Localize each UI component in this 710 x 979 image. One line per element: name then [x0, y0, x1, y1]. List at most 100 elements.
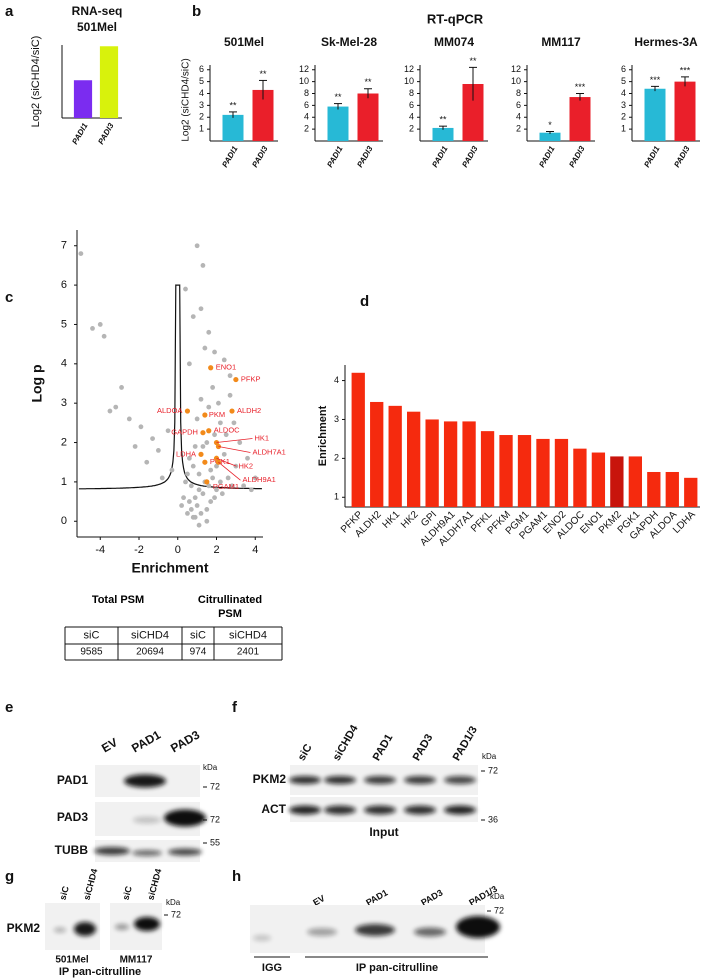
y-tick-label: 4: [304, 112, 309, 122]
chart-title: Hermes-3A: [634, 35, 698, 49]
x-tick-label: 0: [175, 544, 181, 556]
chart-title: Sk-Mel-28: [321, 35, 377, 49]
x-tick-label: -4: [95, 544, 105, 556]
blot-band: [404, 805, 436, 815]
chart-title: RNA-seq: [72, 4, 123, 18]
blot-band: [115, 924, 129, 930]
scatter-point: [202, 412, 208, 418]
y-tick-label: 4: [409, 112, 414, 122]
blot-band: [355, 924, 395, 936]
x-tick-label: PADI1: [220, 144, 240, 169]
scatter-point: [126, 416, 132, 422]
y-axis-label: Log2 (siCHD4/siC): [181, 58, 192, 141]
scatter-point: [113, 404, 119, 410]
scatter-point: [217, 420, 223, 426]
scatter-point: [229, 483, 235, 489]
table-cell: 974: [190, 647, 207, 658]
scatter-point: [185, 510, 190, 516]
x-tick-label: PADI3: [96, 121, 116, 146]
bar: [407, 411, 421, 507]
table-cell: siC: [84, 629, 100, 641]
y-tick-label: 6: [199, 64, 204, 74]
scatter-point: [219, 491, 225, 497]
scatter-point: [210, 385, 216, 390]
y-tick-label: 8: [516, 88, 521, 98]
scatter-point: [208, 467, 214, 473]
scatter-point: [194, 503, 200, 508]
lane-label: siCHD4: [146, 868, 164, 902]
scatter-point: [204, 518, 210, 524]
scatter-point: [237, 440, 243, 445]
point-label: HK2: [239, 461, 254, 470]
x-tick-label: PADI3: [250, 144, 270, 169]
blot-band: [364, 776, 396, 784]
lane-label: EV: [99, 735, 120, 755]
significance-label: **: [439, 115, 447, 125]
scatter-point: [198, 510, 204, 516]
panel-letter: f: [232, 699, 238, 716]
row-label: PAD1: [57, 773, 88, 787]
scatter-point: [132, 444, 138, 449]
chart-subtitle: 501Mel: [77, 20, 117, 34]
panel-letter: a: [5, 3, 14, 20]
bar: [425, 419, 439, 507]
scatter-point: [223, 432, 229, 438]
scatter-point: [150, 436, 155, 442]
lane-label: PAD1: [371, 732, 396, 763]
y-tick-label: 12: [404, 64, 414, 74]
y-tick-label: 3: [61, 397, 67, 409]
panel-letter: g: [5, 868, 14, 885]
y-tick-label: 5: [621, 76, 626, 86]
unit-label: kDa: [490, 892, 505, 901]
scatter-point: [78, 251, 84, 257]
blot-band: [404, 776, 436, 784]
y-tick-label: 12: [511, 64, 521, 74]
point-label: ALDH7A1: [252, 447, 285, 456]
bar: [443, 421, 458, 507]
y-tick-label: 2: [516, 124, 521, 134]
y-tick-label: 5: [199, 76, 204, 86]
bar: [388, 405, 402, 507]
y-tick-label: 2: [304, 124, 309, 134]
scatter-point: [192, 495, 198, 501]
caption: Input: [369, 825, 398, 839]
blot-band: [74, 922, 96, 936]
y-axis-label: Log p: [29, 364, 45, 402]
threshold-curve: [78, 284, 262, 490]
y-tick-label: 10: [299, 76, 309, 86]
bar: [536, 438, 550, 507]
point-label: PFKP: [241, 375, 261, 384]
y-tick-label: 4: [199, 88, 204, 98]
scatter-point: [212, 349, 217, 355]
scatter-point: [101, 333, 107, 339]
scatter-point: [206, 404, 212, 410]
bar: [480, 431, 495, 507]
y-tick-label: 2: [334, 453, 339, 463]
y-tick-label: 6: [61, 279, 67, 291]
bar: [591, 452, 606, 507]
row-label: TUBB: [55, 843, 89, 857]
scatter-point: [184, 408, 191, 414]
bar: [499, 435, 513, 507]
y-tick-label: 10: [511, 76, 521, 86]
y-tick-label: 2: [199, 112, 204, 122]
unit-label: kDa: [166, 898, 181, 907]
scatter-point: [192, 514, 198, 520]
control-label: IGG: [262, 962, 282, 974]
scatter-point: [216, 400, 221, 406]
scatter-point: [165, 428, 171, 434]
scatter-point: [214, 463, 219, 469]
x-tick-label: PADI1: [325, 144, 345, 169]
point-label: GAPDH: [171, 428, 198, 437]
y-tick-label: 5: [61, 318, 67, 330]
scatter-point: [144, 459, 150, 465]
significance-label: ***: [650, 75, 661, 85]
y-tick-label: 8: [409, 88, 414, 98]
blot-band: [444, 776, 476, 784]
bar: [99, 46, 119, 118]
table-cell: siCHD4: [131, 629, 169, 641]
y-tick-label: 1: [199, 124, 204, 134]
table-header: Citrullinated PSM: [197, 594, 263, 620]
blot-band: [168, 848, 202, 856]
scatter-point: [97, 322, 103, 327]
